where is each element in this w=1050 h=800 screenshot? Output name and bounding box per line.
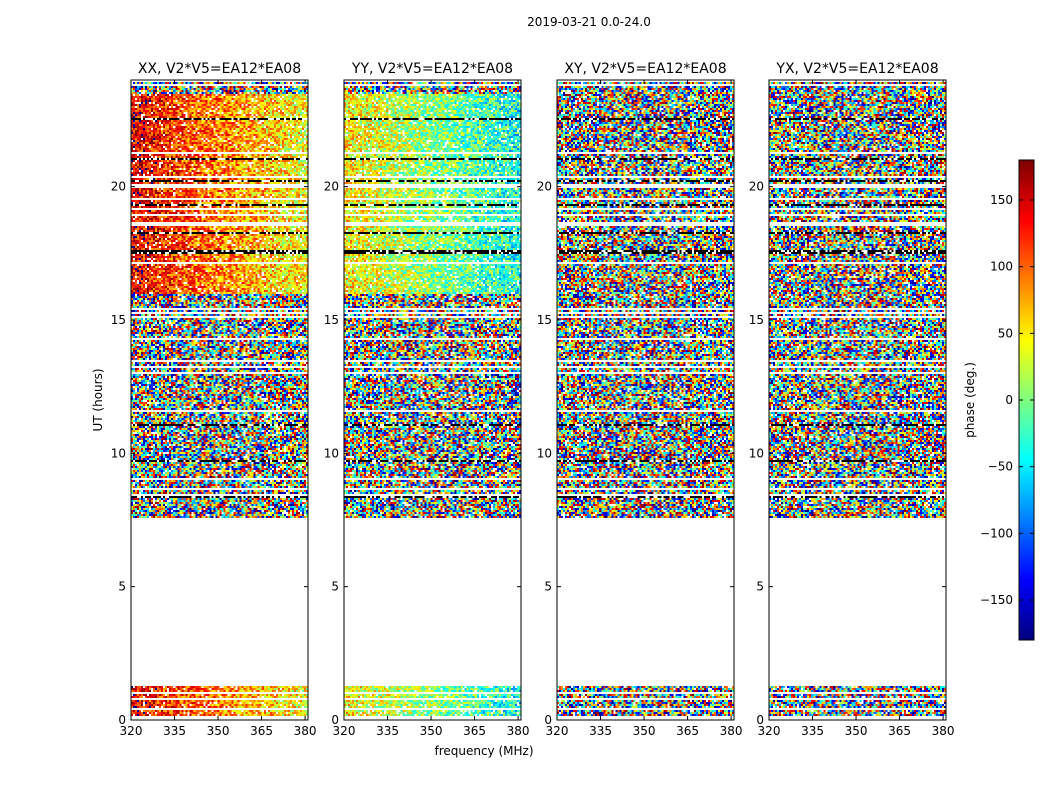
x-tick-label: 350 bbox=[845, 724, 868, 738]
y-axis-label: UT (hours) bbox=[91, 368, 105, 431]
colorbar: 150 100 50 0 −50 −100 −150 bbox=[980, 159, 1035, 641]
y-tick-label: 15 bbox=[537, 313, 552, 327]
x-tick-label: 380 bbox=[720, 724, 743, 738]
y-tick-label: 20 bbox=[324, 180, 339, 194]
x-tick-label: 320 bbox=[546, 724, 569, 738]
x-tick-label: 350 bbox=[207, 724, 230, 738]
y-tick-label: 20 bbox=[749, 180, 764, 194]
panels-group: XX, V2*V5=EA12*EA08 320 335 350 365 380 0 5 10 15… bbox=[111, 61, 955, 738]
y-tick-label: 5 bbox=[331, 580, 339, 594]
y-tick-label: 0 bbox=[331, 713, 339, 727]
colorbar-tick-label: 0 bbox=[1005, 393, 1013, 407]
x-tick-label: 335 bbox=[589, 724, 612, 738]
panel-frame bbox=[343, 79, 522, 721]
y-tick-label: 5 bbox=[544, 580, 552, 594]
x-tick-label: 365 bbox=[250, 724, 273, 738]
colorbar-tick-label: −50 bbox=[988, 460, 1013, 474]
y-tick-label: 20 bbox=[111, 180, 126, 194]
x-tick-label: 335 bbox=[376, 724, 399, 738]
y-tick-label: 10 bbox=[111, 446, 126, 460]
panel-3: XY, V2*V5=EA12*EA08 320 335 350 365 380 0 5 10 15… bbox=[537, 61, 743, 738]
x-tick-label: 365 bbox=[888, 724, 911, 738]
panel-heatmap bbox=[557, 80, 734, 720]
colorbar-gradient bbox=[1019, 160, 1034, 640]
colorbar-tick-label: −100 bbox=[980, 526, 1013, 540]
x-tick-label: 380 bbox=[932, 724, 955, 738]
y-tick-label: 20 bbox=[537, 180, 552, 194]
x-tick-label: 380 bbox=[294, 724, 317, 738]
colorbar-label: phase (deg.) bbox=[963, 362, 977, 438]
panel-heatmap bbox=[131, 80, 308, 720]
panel-frame bbox=[556, 79, 735, 721]
x-tick-label: 365 bbox=[676, 724, 699, 738]
y-tick-label: 5 bbox=[756, 580, 764, 594]
panel-4: YX, V2*V5=EA12*EA08 320 335 350 365 380 0 5 10 15… bbox=[749, 61, 955, 738]
y-tick-label: 15 bbox=[324, 313, 339, 327]
y-tick-label: 10 bbox=[324, 446, 339, 460]
colorbar-tick-label: 50 bbox=[998, 326, 1013, 340]
x-tick-label: 335 bbox=[163, 724, 186, 738]
y-tick-label: 10 bbox=[749, 446, 764, 460]
x-tick-label: 365 bbox=[463, 724, 486, 738]
panel-title: XY, V2*V5=EA12*EA08 bbox=[564, 61, 726, 77]
y-tick-label: 0 bbox=[118, 713, 126, 727]
x-tick-label: 350 bbox=[420, 724, 443, 738]
x-axis-label: frequency (MHz) bbox=[434, 744, 533, 758]
panel-title: XX, V2*V5=EA12*EA08 bbox=[138, 61, 301, 77]
x-tick-label: 320 bbox=[333, 724, 356, 738]
panel-1: XX, V2*V5=EA12*EA08 320 335 350 365 380 0 5 10 15… bbox=[111, 61, 317, 738]
y-tick-label: 5 bbox=[118, 580, 126, 594]
y-tick-label: 10 bbox=[537, 446, 552, 460]
x-tick-label: 320 bbox=[120, 724, 143, 738]
x-tick-label: 320 bbox=[758, 724, 781, 738]
y-tick-label: 15 bbox=[111, 313, 126, 327]
panel-heatmap bbox=[769, 80, 946, 720]
panel-title: YY, V2*V5=EA12*EA08 bbox=[351, 61, 513, 77]
x-tick-label: 335 bbox=[801, 724, 824, 738]
colorbar-tick-label: 150 bbox=[990, 193, 1013, 207]
y-tick-label: 15 bbox=[749, 313, 764, 327]
colorbar-tick-label: 100 bbox=[990, 260, 1013, 274]
y-tick-label: 0 bbox=[756, 713, 764, 727]
panel-title: YX, V2*V5=EA12*EA08 bbox=[775, 61, 938, 77]
y-tick-label: 0 bbox=[544, 713, 552, 727]
panel-2: YY, V2*V5=EA12*EA08 320 335 350 365 380 0 5 10 15… bbox=[324, 61, 530, 738]
x-tick-label: 350 bbox=[633, 724, 656, 738]
panel-heatmap bbox=[344, 80, 521, 720]
colorbar-tick-label: −150 bbox=[980, 593, 1013, 607]
figure-suptitle: 2019-03-21 0.0-24.0 bbox=[527, 15, 651, 29]
panel-frame bbox=[130, 79, 309, 721]
x-tick-label: 380 bbox=[507, 724, 530, 738]
panel-frame bbox=[768, 79, 947, 721]
